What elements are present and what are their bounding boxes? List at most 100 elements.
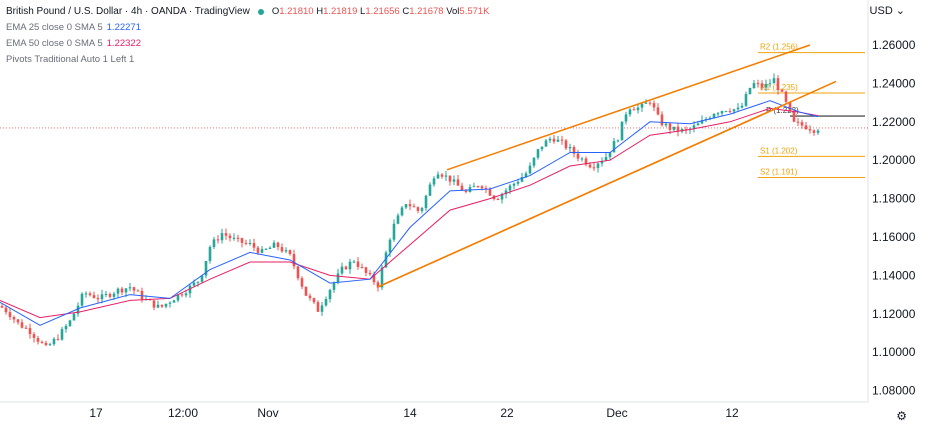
candle-body [480, 186, 484, 189]
candle-body [116, 288, 120, 294]
candle-body [328, 289, 332, 300]
candle-body [164, 303, 168, 307]
low-value: 1.21656 [365, 6, 400, 17]
candle-body [296, 266, 300, 279]
candle-body [76, 305, 80, 314]
candle-body [256, 247, 260, 253]
candle-body [160, 304, 164, 307]
pivot-label: R2 (1.256) [760, 43, 798, 52]
candle-body [404, 204, 408, 208]
candle-body [740, 105, 744, 108]
candle-body [588, 164, 592, 168]
candle-body [196, 281, 200, 283]
market-status-icon [257, 9, 264, 15]
candle-body [44, 342, 48, 346]
ema50-label: EMA 50 close 0 SMA 5 [6, 38, 103, 49]
candle-body [508, 185, 512, 191]
candle-body [816, 130, 820, 133]
candle-body [168, 302, 172, 304]
x-tick-label: 22 [500, 406, 514, 420]
candle-body [600, 160, 604, 164]
y-tick-label: 1.08000 [872, 384, 916, 398]
candle-body [324, 299, 328, 306]
candle-body [496, 199, 500, 201]
candle-body [640, 103, 644, 108]
candle-body [192, 282, 196, 286]
indicator-pivots[interactable]: Pivots Traditional Auto 1 Left 1 [6, 52, 490, 68]
candle-body [652, 103, 656, 108]
candle-body [352, 261, 356, 263]
indicator-ema25[interactable]: EMA 25 close 0 SMA 5 1.22271 [6, 20, 490, 36]
candle-body [544, 140, 548, 147]
candle-body [384, 252, 388, 268]
candle-body [28, 328, 32, 335]
candle-body [152, 300, 156, 308]
channel-upper-line [446, 44, 811, 171]
y-tick-label: 1.10000 [872, 345, 916, 359]
candle-body [416, 207, 420, 211]
y-tick-label: 1.18000 [872, 192, 916, 206]
high-value: 1.21819 [323, 6, 358, 17]
candle-body [804, 125, 808, 130]
candle-body [624, 114, 628, 122]
candle-body [300, 278, 304, 287]
candle-body [648, 102, 652, 104]
candle-body [540, 146, 544, 150]
candle-body [184, 293, 188, 296]
candle-body [360, 266, 364, 268]
candle-body [180, 294, 184, 296]
ema50-value: 1.22322 [106, 38, 141, 49]
candle-body [344, 266, 348, 270]
indicator-ema50[interactable]: EMA 50 close 0 SMA 5 1.22322 [6, 36, 490, 52]
candle-body [800, 122, 804, 126]
channel-lower-line [377, 103, 786, 288]
candle-body [764, 84, 768, 88]
candle-body [388, 239, 392, 253]
candle-body [372, 274, 376, 283]
ema25-value: 1.22271 [106, 22, 141, 33]
gear-icon[interactable]: ⚙ [896, 409, 907, 423]
candle-body [636, 107, 640, 111]
candle-body [716, 113, 720, 115]
candle-body [528, 165, 532, 174]
candle-body [220, 233, 224, 241]
candle-body [632, 109, 636, 111]
candle-body [240, 238, 244, 243]
candle-body [728, 111, 732, 113]
candle-body [396, 215, 400, 224]
candle-body [424, 195, 428, 209]
candle-body [124, 288, 128, 293]
candle-body [288, 250, 292, 254]
candle-body [280, 247, 284, 252]
candle-body [656, 107, 660, 115]
symbol-title[interactable]: British Pound / U.S. Dollar · 4h · OANDA… [6, 6, 250, 17]
candle-body [376, 282, 380, 288]
candle-body [736, 107, 740, 110]
candle-body [248, 242, 252, 244]
candle-body [772, 78, 776, 84]
candles-group [0, 73, 820, 347]
candle-body [252, 242, 256, 248]
candle-body [56, 338, 60, 340]
candle-body [304, 286, 308, 296]
candle-body [64, 325, 68, 330]
candle-body [320, 305, 324, 312]
candle-body [620, 121, 624, 141]
candle-body [744, 94, 748, 106]
candle-body [572, 147, 576, 154]
y-tick-label: 1.12000 [872, 307, 916, 321]
candle-body [204, 260, 208, 276]
candle-body [548, 138, 552, 141]
candle-body [488, 188, 492, 196]
candle-body [676, 126, 680, 132]
candle-body [536, 149, 540, 158]
candle-body [228, 235, 232, 239]
candle-body [552, 138, 556, 142]
candle-body [788, 101, 792, 111]
candle-body [444, 175, 448, 177]
pivot-label: P (1.223) [766, 106, 799, 115]
candle-body [584, 158, 588, 165]
candle-body [48, 344, 52, 346]
currency-selector[interactable]: USD ⌄ [870, 4, 905, 18]
